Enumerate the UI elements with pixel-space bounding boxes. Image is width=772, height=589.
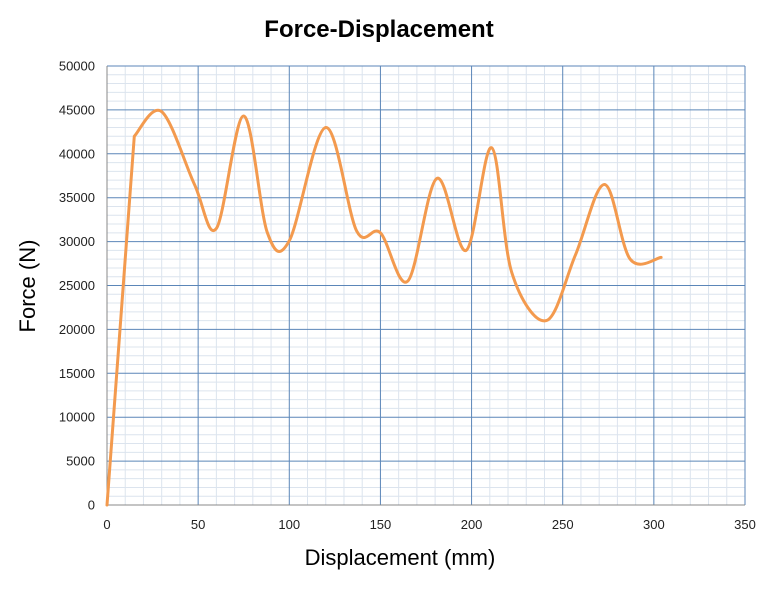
x-tick-label: 250 [552, 517, 574, 532]
y-tick-label: 15000 [59, 366, 95, 381]
y-tick-label: 30000 [59, 234, 95, 249]
y-tick-label: 25000 [59, 278, 95, 293]
major-grid [107, 65, 746, 505]
y-axis-title: Force (N) [15, 240, 40, 333]
y-tick-label: 40000 [59, 146, 95, 161]
x-tick-label: 350 [734, 517, 756, 532]
y-tick-label: 20000 [59, 322, 95, 337]
y-tick-label: 10000 [59, 410, 95, 425]
x-tick-label: 0 [103, 517, 110, 532]
axes [106, 66, 745, 506]
x-tick-labels: 0 50 100 150 200 250 300 350 [103, 517, 755, 532]
y-tick-label: 0 [88, 498, 95, 513]
series-line [105, 108, 663, 507]
y-tick-labels: 0 5000 10000 15000 20000 25000 30000 35000 40000… [59, 59, 95, 513]
y-tick-label: 45000 [59, 102, 95, 117]
chart-title: Force-Displacement [264, 16, 493, 43]
x-axis-title: Displacement (mm) [305, 545, 496, 570]
x-tick-label: 50 [191, 517, 205, 532]
y-tick-label: 50000 [59, 59, 95, 74]
x-tick-label: 200 [461, 517, 483, 532]
x-tick-label: 150 [370, 517, 392, 532]
y-tick-label: 5000 [66, 454, 95, 469]
y-tick-label: 35000 [59, 190, 95, 205]
x-tick-label: 100 [278, 517, 300, 532]
x-tick-label: 300 [643, 517, 665, 532]
